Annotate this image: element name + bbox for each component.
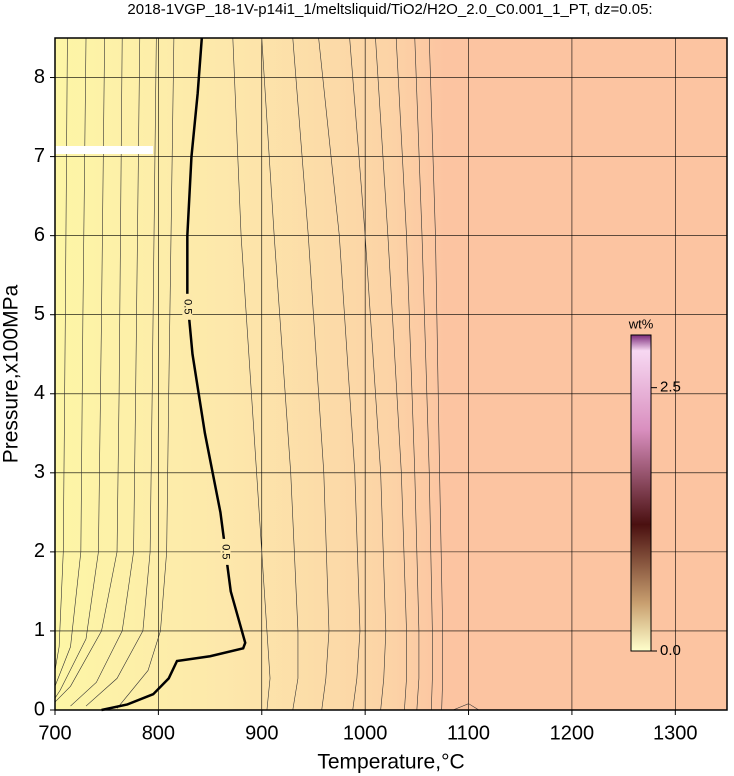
thin-contour [54,37,87,687]
chart-title: 2018-1VGP_18-1V-p14i1_1/meltsliquid/TiO2… [127,1,652,18]
y-tick-label: 4 [34,382,45,404]
contour-label: 0.5 [181,299,193,314]
colorbar [630,334,652,652]
thin-contour [414,37,433,711]
thin-contour [54,37,105,699]
white-band [55,146,153,154]
y-tick-label: 5 [34,303,45,325]
y-axis-label: Pressure,x100MPa [0,284,23,463]
x-tick-label: 700 [38,722,71,744]
thin-contour [349,37,387,711]
y-tick-label: 7 [34,145,45,167]
y-tick-label: 3 [34,461,45,483]
y-tick-label: 0 [34,698,45,720]
colorbar-tick-label: 0.0 [660,642,681,659]
x-axis-label: Temperature,°C [317,751,464,774]
contour-label: 0.5 [220,544,232,559]
thin-contour [54,37,68,671]
y-tick-label: 6 [34,224,45,246]
contour-line [101,37,247,712]
contour-label-bg [182,293,193,320]
plot-frame [54,37,728,711]
thin-contour [116,37,175,709]
thin-contour [318,37,361,711]
thin-contour [292,37,330,711]
plot-background [55,38,727,710]
x-tick-label: 1100 [447,722,490,744]
contour-label-bg [220,538,231,565]
thin-contour [375,37,407,711]
x-tick-label: 1200 [550,722,595,744]
thin-contour [70,37,141,707]
x-tick-label: 1000 [343,722,388,744]
thin-contour [395,37,420,711]
y-tick-label: 8 [34,66,45,88]
y-tick-label: 1 [34,619,45,641]
colorbar-tick-label: 2.5 [660,379,681,396]
x-tick-label: 800 [142,722,175,744]
thin-contour [452,703,480,711]
thin-contour [54,37,123,703]
thin-contour [232,37,271,711]
y-tick-label: 2 [34,540,45,562]
x-tick-label: 900 [245,722,278,744]
thin-contour [85,37,157,707]
thin-contour [428,37,443,711]
x-tick-label: 1300 [653,722,698,744]
colorbar-label: wt% [628,316,654,331]
thin-contour [261,37,299,711]
